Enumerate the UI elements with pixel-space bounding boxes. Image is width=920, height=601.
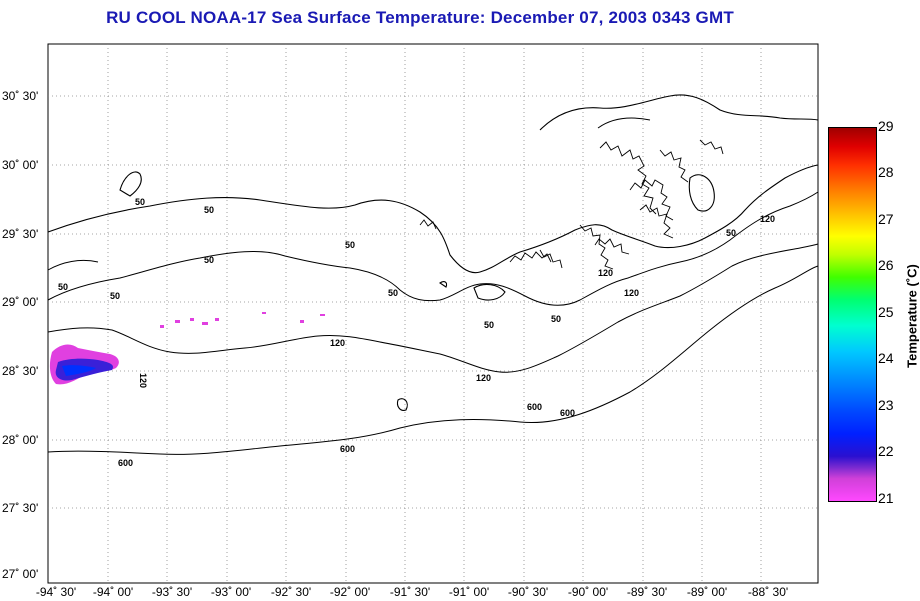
sst-pixels	[49, 312, 325, 385]
lat-label: 27˚ 00'	[2, 567, 39, 581]
contour-120	[47, 243, 819, 373]
lat-label: 28˚ 30'	[2, 364, 39, 378]
colorbar-tick: 23	[878, 397, 894, 413]
lat-label: 30˚ 00'	[2, 158, 39, 172]
lat-label: 27˚ 30'	[2, 501, 39, 515]
lon-label: -88˚ 30'	[747, 585, 789, 599]
lat-label: 28˚ 00'	[2, 433, 39, 447]
lat-label: 29˚ 00'	[2, 295, 39, 309]
contour-label: 120	[598, 268, 613, 278]
colorbar-tick: 28	[878, 164, 894, 180]
contour-label: 120	[138, 373, 148, 388]
temperature-colorbar	[828, 127, 877, 502]
colorbar-tick: 27	[878, 211, 894, 227]
contour-label: 600	[527, 402, 542, 412]
contour-label: 50	[204, 205, 214, 215]
contour-label: 50	[110, 291, 120, 301]
contour-label: 50	[484, 320, 494, 330]
contour-50	[47, 117, 819, 306]
contour-label: 50	[726, 228, 736, 238]
coastline	[47, 94, 819, 411]
contour-label: 50	[551, 314, 561, 324]
contour-600	[47, 265, 819, 455]
lon-label: -94˚ 00'	[92, 585, 134, 599]
colorbar-tick: 24	[878, 350, 894, 366]
lon-label: -92˚ 30'	[270, 585, 312, 599]
colorbar-tick: 29	[878, 118, 894, 134]
lon-label: -89˚ 00'	[686, 585, 728, 599]
lon-label: -91˚ 30'	[389, 585, 431, 599]
lon-label: -89˚ 30'	[626, 585, 668, 599]
contour-label: 50	[135, 197, 145, 207]
lon-label: -93˚ 30'	[151, 585, 193, 599]
contour-label: 120	[760, 214, 775, 224]
contour-label: 120	[330, 338, 345, 348]
contour-label: 600	[340, 444, 355, 454]
contour-label: 50	[58, 282, 68, 292]
lon-label: -91˚ 00'	[448, 585, 490, 599]
lat-label: 29˚ 30'	[2, 227, 39, 241]
lon-label: -94˚ 30'	[35, 585, 77, 599]
contour-label: 600	[560, 408, 575, 418]
lon-label: -93˚ 00'	[210, 585, 252, 599]
colorbar-tick: 22	[878, 443, 894, 459]
graticule	[48, 44, 818, 583]
lat-label: 30˚ 30'	[2, 89, 39, 103]
contour-labels: 50 50 50 50 50 50 50 50 50 120 120 120 1…	[58, 197, 775, 468]
lon-label: -90˚ 00'	[567, 585, 609, 599]
colorbar-tick: 26	[878, 257, 894, 273]
contour-label: 50	[345, 240, 355, 250]
delta-detail	[419, 139, 724, 270]
contour-label: 600	[118, 458, 133, 468]
contour-label: 50	[388, 288, 398, 298]
contour-label: 50	[204, 255, 214, 265]
colorbar-title: Temperature (˚C)	[904, 264, 920, 368]
contour-label: 120	[624, 288, 639, 298]
lon-label: -90˚ 30'	[507, 585, 549, 599]
colorbar-tick: 25	[878, 304, 894, 320]
map-title: RU COOL NOAA-17 Sea Surface Temperature:…	[106, 8, 734, 27]
colorbar-tick: 21	[878, 490, 894, 506]
lon-label: -92˚ 00'	[329, 585, 371, 599]
map-frame	[47, 43, 819, 584]
contour-label: 120	[476, 373, 491, 383]
